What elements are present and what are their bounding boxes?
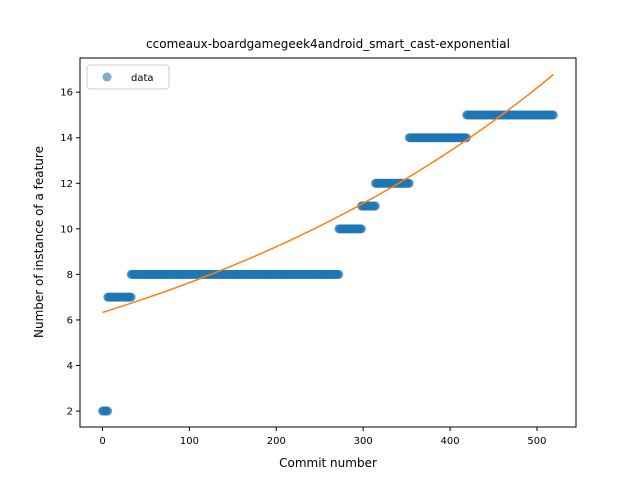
data-point — [548, 110, 558, 120]
y-tick-label: 14 — [60, 133, 73, 144]
x-tick-label: 100 — [180, 436, 199, 447]
y-tick-label: 4 — [67, 361, 73, 372]
y-axis: 2 4 6 8 10 12 14 16 — [60, 88, 80, 418]
plot-frame — [79, 57, 577, 428]
x-axis-label: Commit number — [279, 456, 377, 470]
x-tick-label: 300 — [354, 436, 373, 447]
y-tick-label: 8 — [67, 270, 73, 281]
legend-marker-data — [102, 72, 112, 82]
x-tick-label: 500 — [527, 436, 546, 447]
y-tick-label: 10 — [60, 224, 73, 235]
legend: data — [86, 64, 170, 90]
data-point — [370, 201, 380, 211]
y-tick-label: 6 — [67, 315, 73, 326]
chart-title: ccomeaux-boardgamegeek4android_smart_cas… — [146, 37, 510, 51]
y-tick-label: 12 — [60, 179, 73, 190]
y-tick-label: 2 — [67, 407, 73, 418]
fit-line — [102, 73, 554, 314]
y-axis-label: Number of instance of a feature — [32, 146, 46, 338]
plot-area — [98, 73, 558, 416]
data-point — [334, 269, 344, 279]
x-tick-label: 200 — [267, 436, 286, 447]
x-axis: 0 100 200 300 400 500 — [99, 427, 547, 447]
legend-label-data: data — [131, 73, 154, 84]
legend-box — [86, 64, 170, 90]
data-point — [404, 178, 414, 188]
data-point — [103, 406, 113, 416]
data-point — [356, 224, 366, 234]
x-tick-label: 400 — [441, 436, 460, 447]
data-point — [462, 133, 472, 143]
data-point — [126, 292, 136, 302]
x-tick-label: 0 — [99, 436, 105, 447]
y-tick-label: 16 — [60, 88, 73, 99]
